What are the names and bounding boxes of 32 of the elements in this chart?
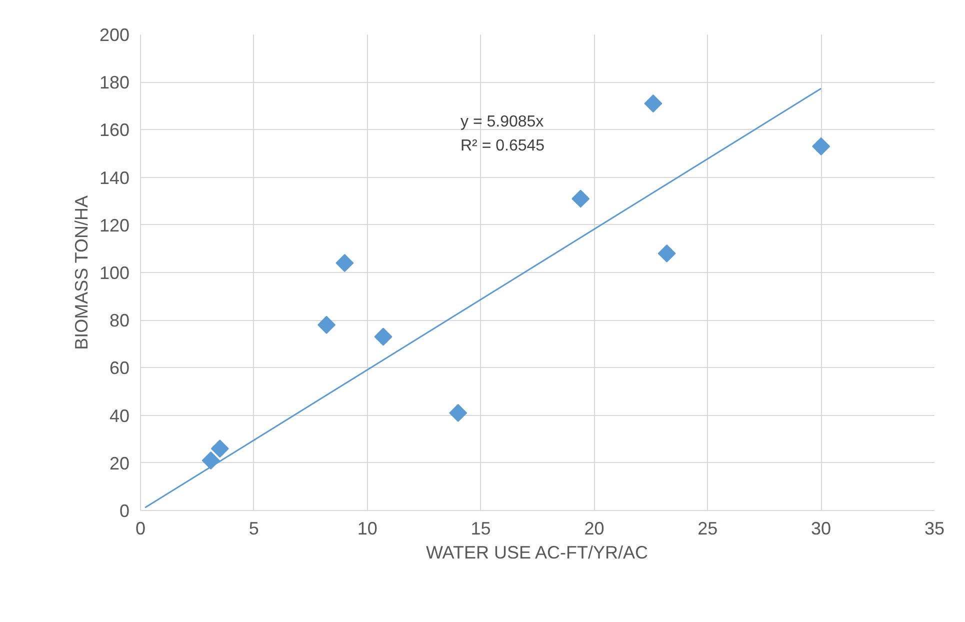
point — [210, 440, 229, 458]
x-tick-label: 35 — [924, 518, 945, 538]
x-tick-label: 15 — [470, 518, 491, 538]
annotation: R² = 0.6545 — [460, 138, 545, 154]
point — [449, 404, 468, 422]
point — [336, 254, 354, 272]
point — [374, 328, 392, 346]
x-tick-label: 10 — [357, 518, 378, 538]
point — [318, 316, 336, 334]
y-axis-title: BIOMASS TON/HA — [71, 195, 92, 350]
y-tick-label: 120 — [99, 215, 130, 236]
y-tick-label: 180 — [99, 72, 130, 93]
y-tick-label: 0 — [119, 501, 130, 521]
point — [812, 137, 830, 156]
y-tick-label: 40 — [109, 406, 130, 426]
y-tick-label: 160 — [99, 120, 130, 140]
y-tick-label: 20 — [109, 453, 130, 474]
point — [572, 190, 590, 208]
y-tick-label: 100 — [99, 263, 130, 283]
point — [644, 94, 662, 113]
y-tick-label: 80 — [109, 310, 130, 331]
x-tick-label: 30 — [811, 518, 832, 538]
y-tick-label: 140 — [99, 168, 130, 188]
x-tick-label: 5 — [248, 518, 259, 538]
x-axis-title: WATER USE AC-FT/YR/AC — [426, 542, 648, 562]
y-tick-label: 60 — [109, 358, 130, 378]
annotation: y = 5.9085x — [460, 114, 544, 130]
x-tick-label: 25 — [698, 518, 718, 538]
point — [658, 244, 676, 262]
x-tick-label: 0 — [135, 518, 146, 538]
y-tick-label: 200 — [99, 25, 130, 45]
x-tick-label: 20 — [584, 518, 604, 538]
